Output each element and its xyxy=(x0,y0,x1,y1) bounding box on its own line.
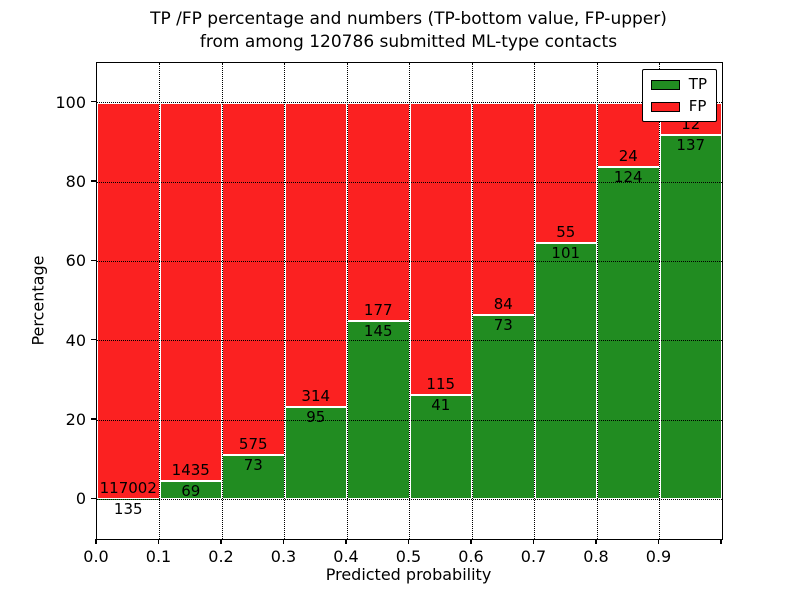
fp-count-label: 314 xyxy=(301,387,331,406)
x-tick xyxy=(657,539,660,544)
tp-count-label: 41 xyxy=(431,396,451,415)
x-tick-label: 0.8 xyxy=(583,547,609,566)
y-tick xyxy=(91,339,96,341)
bar-segment-tp xyxy=(534,242,597,500)
bar-segment-fp xyxy=(472,102,535,315)
bar-segment-fp xyxy=(97,102,160,499)
x-gridline xyxy=(471,63,473,539)
y-axis-label: Percentage xyxy=(28,255,48,346)
fp-count-label: 117002 xyxy=(99,478,157,497)
y-tick-label: 40 xyxy=(65,330,86,350)
x-tick-label: 0.6 xyxy=(458,547,484,566)
tp-legend-swatch xyxy=(650,79,680,90)
fp-count-label: 24 xyxy=(618,147,638,166)
bar-segment-tp xyxy=(659,134,722,500)
fp-legend-swatch xyxy=(650,101,680,112)
tp-count-label: 145 xyxy=(363,321,393,340)
legend-entry-tp: TP xyxy=(650,75,707,93)
legend-entry-fp: FP xyxy=(650,97,707,115)
bar-segment-tp xyxy=(597,167,660,500)
y-tick-label: 60 xyxy=(65,251,86,271)
y-tick-label: 20 xyxy=(65,410,86,429)
y-tick-label: 0 xyxy=(75,489,86,509)
fp-count-label: 177 xyxy=(363,300,393,319)
y-tick xyxy=(91,180,96,182)
bar-segment-fp xyxy=(284,102,347,408)
x-tick-label: 0.4 xyxy=(333,547,359,566)
x-tick xyxy=(407,539,410,544)
x-tick xyxy=(595,539,597,544)
x-tick-label: 0.1 xyxy=(145,547,172,566)
tp-count-label: 73 xyxy=(493,315,513,334)
y-tick-label: 80 xyxy=(65,172,86,191)
bar-segment-fp xyxy=(534,102,597,243)
plot-area: TP FP 117002 135 1435 69 575 73 314 95 177 145 115… xyxy=(96,62,723,540)
x-gridline xyxy=(159,63,160,539)
fp-count-label: 84 xyxy=(493,294,513,313)
legend: TP FP xyxy=(641,69,717,122)
x-tick xyxy=(532,539,535,544)
x-tick-label: 0.7 xyxy=(520,547,547,566)
chart-title: TP /FP percentage and numbers (TP-bottom… xyxy=(96,8,721,54)
bar-segment-tp xyxy=(472,314,535,500)
y-tick xyxy=(91,497,96,500)
bar-segment-fp xyxy=(347,102,410,321)
x-tick-label: 0.9 xyxy=(645,547,672,566)
x-gridline xyxy=(284,63,285,539)
x-tick xyxy=(157,539,160,544)
x-axis-label: Predicted probability xyxy=(325,565,492,584)
tp-count-label: 137 xyxy=(676,135,706,154)
x-gridline xyxy=(534,63,535,539)
bar-segment-tp xyxy=(222,454,285,500)
y-tick-label: 100 xyxy=(55,92,86,112)
bar-segment-fp xyxy=(222,102,285,455)
bar-segment-tp xyxy=(409,395,472,500)
tp-count-label: 124 xyxy=(613,168,643,186)
x-gridline xyxy=(221,63,223,539)
y-tick xyxy=(91,259,96,262)
bar-segment-tp xyxy=(347,320,410,500)
fp-legend-label: FP xyxy=(688,97,707,115)
tp-count-label: 135 xyxy=(113,499,143,518)
fp-count-label: 575 xyxy=(238,434,268,453)
tp-count-label: 73 xyxy=(243,455,263,474)
x-gridline xyxy=(596,63,598,539)
chart-title-line1: TP /FP percentage and numbers (TP-bottom… xyxy=(150,9,667,29)
fp-count-label: 115 xyxy=(426,375,456,394)
bar-segment-fp xyxy=(159,102,222,482)
x-tick-label: 0.0 xyxy=(83,547,109,566)
tp-count-label: 101 xyxy=(551,243,581,262)
y-tick xyxy=(91,418,96,420)
x-tick xyxy=(345,539,347,544)
x-tick xyxy=(220,539,222,544)
x-tick xyxy=(95,539,97,544)
x-tick xyxy=(720,539,722,544)
x-tick xyxy=(282,539,285,544)
y-tick xyxy=(91,101,96,103)
x-tick-label: 0.3 xyxy=(270,547,297,566)
chart-title-line2: from among 120786 submitted ML-type cont… xyxy=(199,32,618,52)
fp-count-label: 55 xyxy=(556,222,576,241)
tp-legend-label: TP xyxy=(688,75,707,93)
bar-segment-fp xyxy=(409,102,472,396)
x-tick-label: 0.2 xyxy=(208,547,234,566)
x-gridline xyxy=(659,63,660,539)
x-gridline xyxy=(409,63,410,539)
x-gridline xyxy=(346,63,348,539)
x-tick xyxy=(470,539,472,544)
tp-count-label: 95 xyxy=(306,408,326,427)
fp-count-label: 1435 xyxy=(171,461,210,480)
x-tick-label: 0.5 xyxy=(395,547,422,566)
tp-count-label: 69 xyxy=(181,482,201,501)
